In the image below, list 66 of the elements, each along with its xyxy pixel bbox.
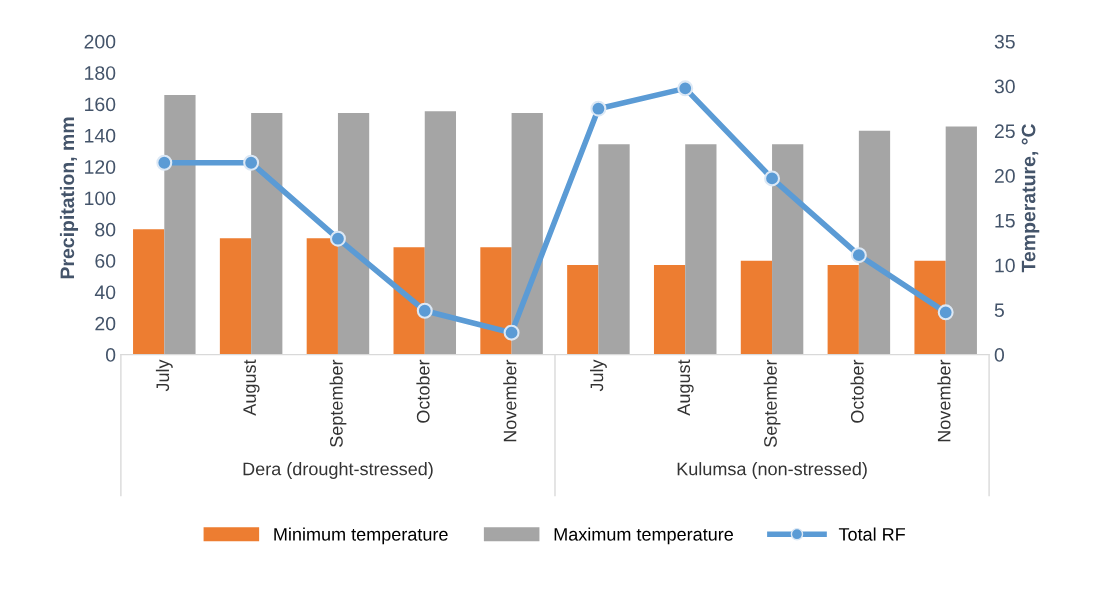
- bar: [393, 247, 425, 355]
- y2-tick-label: 20: [994, 169, 1015, 183]
- x-tick-label: October: [850, 359, 864, 423]
- point: [243, 154, 260, 171]
- y-tick-label: 200: [84, 34, 116, 49]
- x-tick-label: November: [503, 359, 517, 442]
- y2-tick-label: 35: [994, 34, 1015, 49]
- y2-tick-label: 5: [994, 303, 1004, 318]
- y-tick-label: 100: [85, 191, 116, 206]
- point: [416, 302, 433, 319]
- legend-label: Total RF: [838, 527, 905, 541]
- point: [677, 80, 694, 97]
- point: [590, 100, 607, 117]
- legend-label: Maximum temperature: [554, 527, 733, 545]
- y2-tick-label: 30: [994, 79, 1015, 94]
- bar: [827, 265, 859, 355]
- y-axis-title: Precipitation, mm: [59, 117, 79, 279]
- x-tick-label: August: [677, 359, 694, 416]
- bar: [480, 247, 512, 355]
- bar: [424, 111, 457, 355]
- bar: [164, 95, 196, 355]
- x-tick-label: September: [329, 359, 347, 447]
- point: [850, 247, 867, 264]
- point: [503, 324, 520, 341]
- bar: [511, 112, 543, 355]
- y-tick-label: 20: [95, 316, 116, 331]
- bar: [306, 238, 338, 355]
- y-tick-label: 120: [85, 160, 116, 174]
- x-tick-label: August: [243, 359, 260, 416]
- y2-tick-label: 10: [995, 258, 1015, 273]
- x-tick-label: September: [763, 359, 781, 447]
- point: [329, 230, 346, 247]
- y2-tick-label: 0: [994, 348, 1005, 362]
- y-tick-label: 140: [85, 128, 116, 143]
- bar: [858, 130, 891, 355]
- x-tick-label: October: [416, 359, 430, 423]
- x-tick-label: November: [937, 359, 951, 442]
- bar: [567, 265, 599, 355]
- text: Kulumsa (non-stressed): [677, 462, 867, 479]
- y-tick-label: 40: [94, 285, 116, 300]
- y-tick-label: 60: [95, 254, 116, 268]
- bar: [740, 260, 773, 355]
- bar: [653, 265, 686, 355]
- bar: [914, 260, 946, 355]
- y2-tick-label: 25: [994, 124, 1015, 139]
- point: [937, 304, 954, 321]
- legend-label: Minimum temperature: [274, 527, 448, 545]
- text: Dera (drought-stressed): [243, 462, 433, 479]
- x-tick-label: July: [155, 359, 173, 392]
- bar: [251, 112, 283, 355]
- bar: [337, 112, 370, 355]
- bar: [772, 144, 804, 355]
- y2-tick-label: 15: [995, 214, 1015, 228]
- bar: [133, 229, 165, 355]
- y2-axis-title: Temperature, °C: [1021, 124, 1040, 273]
- point: [156, 154, 173, 171]
- bar: [219, 238, 252, 355]
- x-tick-label: July: [589, 359, 607, 392]
- point: [764, 170, 781, 187]
- y-tick-label: 180: [85, 66, 116, 80]
- y-tick-label: 80: [95, 222, 116, 237]
- bar: [945, 126, 977, 355]
- y-tick-label: 160: [85, 97, 116, 112]
- bar: [598, 144, 630, 355]
- y-tick-label: 0: [105, 348, 116, 362]
- bar: [685, 144, 717, 355]
